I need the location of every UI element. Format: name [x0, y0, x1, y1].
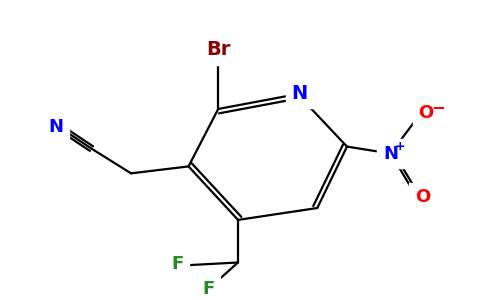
Text: +: +	[394, 140, 405, 153]
Text: F: F	[171, 256, 184, 274]
Text: O: O	[415, 188, 430, 206]
Text: Br: Br	[206, 40, 230, 59]
Text: N: N	[48, 118, 63, 136]
Text: F: F	[202, 280, 214, 298]
Text: N: N	[291, 84, 307, 103]
Text: N: N	[383, 145, 398, 163]
Text: −: −	[431, 98, 445, 116]
Text: O: O	[419, 104, 434, 122]
